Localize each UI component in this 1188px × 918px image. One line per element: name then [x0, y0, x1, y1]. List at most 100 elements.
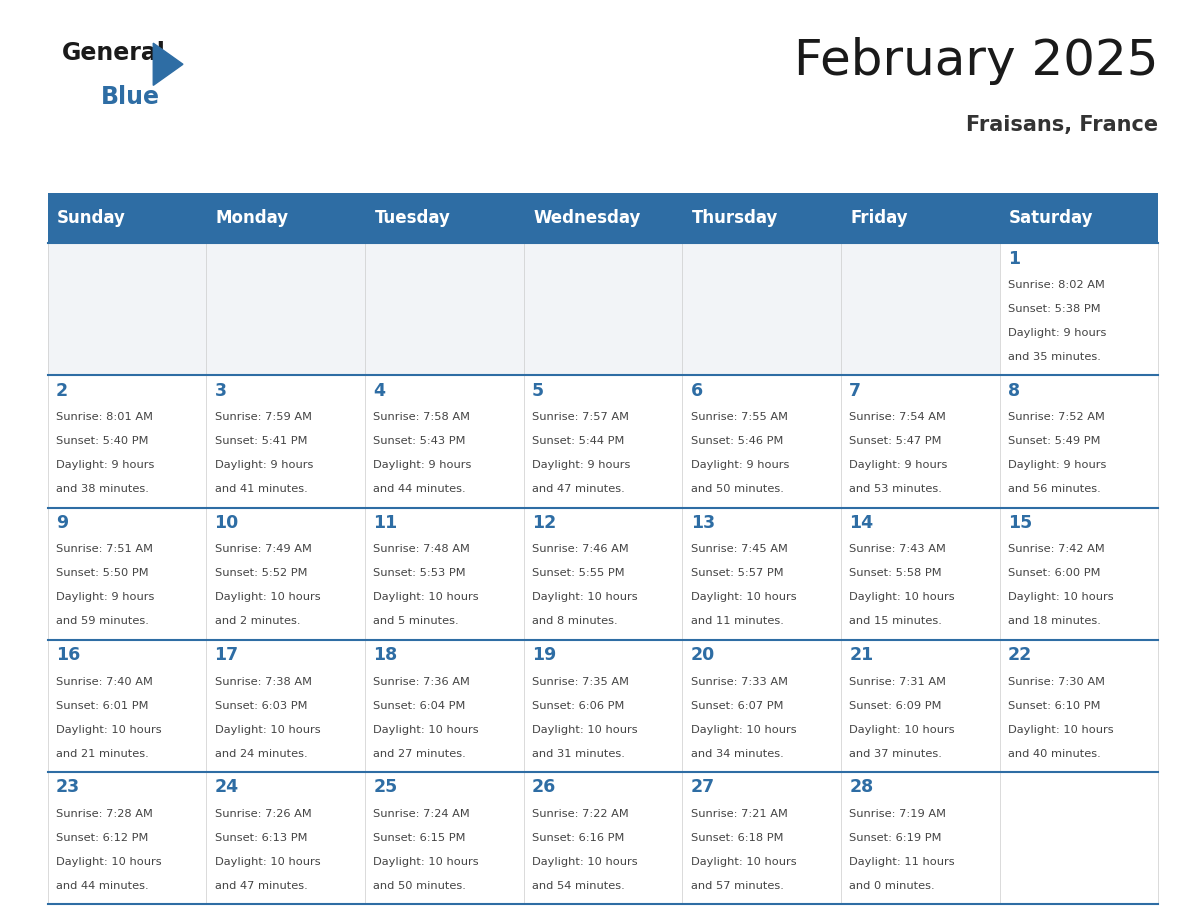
Text: Sunrise: 7:36 AM: Sunrise: 7:36 AM: [373, 677, 470, 687]
Text: Daylight: 9 hours: Daylight: 9 hours: [1007, 328, 1106, 338]
Text: Sunset: 6:18 PM: Sunset: 6:18 PM: [690, 833, 783, 843]
Text: February 2025: February 2025: [794, 37, 1158, 84]
Text: Sunset: 6:16 PM: Sunset: 6:16 PM: [532, 833, 624, 843]
Bar: [207, 508, 365, 640]
Text: Sunrise: 7:57 AM: Sunrise: 7:57 AM: [532, 412, 628, 422]
Text: Daylight: 10 hours: Daylight: 10 hours: [849, 592, 955, 602]
Text: Daylight: 10 hours: Daylight: 10 hours: [1007, 592, 1113, 602]
Bar: [682, 375, 841, 508]
Text: Daylight: 9 hours: Daylight: 9 hours: [690, 460, 789, 470]
Text: and 54 minutes.: and 54 minutes.: [532, 881, 625, 890]
Text: Sunset: 6:19 PM: Sunset: 6:19 PM: [849, 833, 942, 843]
Text: and 15 minutes.: and 15 minutes.: [849, 617, 942, 626]
Text: Daylight: 10 hours: Daylight: 10 hours: [215, 856, 320, 867]
Text: 7: 7: [849, 382, 861, 400]
Text: Blue: Blue: [101, 85, 160, 109]
Bar: [999, 243, 1158, 375]
Text: Daylight: 10 hours: Daylight: 10 hours: [373, 724, 479, 734]
Text: 18: 18: [373, 646, 398, 665]
Text: Sunday: Sunday: [57, 209, 126, 227]
Text: 16: 16: [56, 646, 80, 665]
Text: Sunset: 6:09 PM: Sunset: 6:09 PM: [849, 700, 942, 711]
Text: Sunrise: 7:38 AM: Sunrise: 7:38 AM: [215, 677, 311, 687]
Text: Daylight: 10 hours: Daylight: 10 hours: [56, 724, 162, 734]
Text: and 35 minutes.: and 35 minutes.: [1007, 353, 1101, 362]
Text: Sunrise: 7:55 AM: Sunrise: 7:55 AM: [690, 412, 788, 422]
Bar: [682, 640, 841, 772]
Text: and 57 minutes.: and 57 minutes.: [690, 881, 783, 890]
Bar: [48, 772, 207, 904]
Text: 22: 22: [1007, 646, 1032, 665]
Text: Sunset: 6:00 PM: Sunset: 6:00 PM: [1007, 568, 1100, 578]
Text: and 50 minutes.: and 50 minutes.: [373, 881, 466, 890]
Text: and 18 minutes.: and 18 minutes.: [1007, 617, 1101, 626]
Bar: [524, 640, 682, 772]
Text: and 27 minutes.: and 27 minutes.: [373, 749, 466, 758]
Bar: [365, 243, 524, 375]
Text: 1: 1: [1007, 250, 1020, 268]
Bar: [365, 375, 524, 508]
Text: General: General: [62, 41, 165, 65]
Text: and 2 minutes.: and 2 minutes.: [215, 617, 301, 626]
Bar: [207, 243, 365, 375]
Text: 28: 28: [849, 778, 873, 797]
Text: Sunrise: 7:51 AM: Sunrise: 7:51 AM: [56, 544, 153, 554]
Text: and 0 minutes.: and 0 minutes.: [849, 881, 935, 890]
Bar: [365, 508, 524, 640]
Text: Sunset: 5:53 PM: Sunset: 5:53 PM: [373, 568, 466, 578]
Text: 17: 17: [215, 646, 239, 665]
Text: 20: 20: [690, 646, 715, 665]
Text: and 47 minutes.: and 47 minutes.: [215, 881, 308, 890]
Text: Daylight: 10 hours: Daylight: 10 hours: [373, 856, 479, 867]
Text: and 34 minutes.: and 34 minutes.: [690, 749, 783, 758]
Bar: [48, 508, 207, 640]
Text: 4: 4: [373, 382, 385, 400]
Text: Daylight: 10 hours: Daylight: 10 hours: [373, 592, 479, 602]
Text: 26: 26: [532, 778, 556, 797]
Text: Sunset: 6:04 PM: Sunset: 6:04 PM: [373, 700, 466, 711]
Text: Sunrise: 8:01 AM: Sunrise: 8:01 AM: [56, 412, 153, 422]
Text: Sunset: 6:01 PM: Sunset: 6:01 PM: [56, 700, 148, 711]
Text: Sunset: 6:03 PM: Sunset: 6:03 PM: [215, 700, 307, 711]
Text: Sunrise: 7:26 AM: Sunrise: 7:26 AM: [215, 809, 311, 819]
Text: Daylight: 10 hours: Daylight: 10 hours: [215, 724, 320, 734]
Text: Thursday: Thursday: [691, 209, 778, 227]
Text: Sunrise: 7:22 AM: Sunrise: 7:22 AM: [532, 809, 628, 819]
Bar: [682, 772, 841, 904]
Text: Sunset: 5:40 PM: Sunset: 5:40 PM: [56, 436, 148, 446]
Text: Daylight: 9 hours: Daylight: 9 hours: [56, 592, 154, 602]
Text: Sunrise: 7:35 AM: Sunrise: 7:35 AM: [532, 677, 628, 687]
Text: Sunrise: 7:48 AM: Sunrise: 7:48 AM: [373, 544, 470, 554]
Text: 13: 13: [690, 514, 715, 532]
Text: Sunset: 6:12 PM: Sunset: 6:12 PM: [56, 833, 148, 843]
Text: Sunset: 5:46 PM: Sunset: 5:46 PM: [690, 436, 783, 446]
Text: 19: 19: [532, 646, 556, 665]
Bar: [841, 508, 999, 640]
Text: Sunrise: 7:19 AM: Sunrise: 7:19 AM: [849, 809, 947, 819]
Text: Fraisans, France: Fraisans, France: [966, 115, 1158, 135]
Text: 11: 11: [373, 514, 398, 532]
Text: Sunrise: 7:43 AM: Sunrise: 7:43 AM: [849, 544, 946, 554]
Text: Sunrise: 7:42 AM: Sunrise: 7:42 AM: [1007, 544, 1105, 554]
Text: Sunset: 5:50 PM: Sunset: 5:50 PM: [56, 568, 148, 578]
Bar: [207, 375, 365, 508]
Text: Daylight: 11 hours: Daylight: 11 hours: [849, 856, 955, 867]
Text: and 44 minutes.: and 44 minutes.: [56, 881, 148, 890]
Text: 15: 15: [1007, 514, 1032, 532]
Text: 23: 23: [56, 778, 80, 797]
Text: Monday: Monday: [216, 209, 289, 227]
Text: Sunrise: 7:30 AM: Sunrise: 7:30 AM: [1007, 677, 1105, 687]
Text: Sunrise: 7:40 AM: Sunrise: 7:40 AM: [56, 677, 153, 687]
Text: and 31 minutes.: and 31 minutes.: [532, 749, 625, 758]
Text: 14: 14: [849, 514, 873, 532]
Text: Sunset: 5:55 PM: Sunset: 5:55 PM: [532, 568, 625, 578]
Text: and 56 minutes.: and 56 minutes.: [1007, 485, 1101, 494]
Bar: [999, 640, 1158, 772]
Text: Sunset: 5:38 PM: Sunset: 5:38 PM: [1007, 304, 1100, 314]
Text: Tuesday: Tuesday: [374, 209, 450, 227]
Text: 6: 6: [690, 382, 702, 400]
Text: and 38 minutes.: and 38 minutes.: [56, 485, 148, 494]
Text: Daylight: 10 hours: Daylight: 10 hours: [690, 592, 796, 602]
Text: 21: 21: [849, 646, 873, 665]
Text: Daylight: 10 hours: Daylight: 10 hours: [532, 592, 638, 602]
